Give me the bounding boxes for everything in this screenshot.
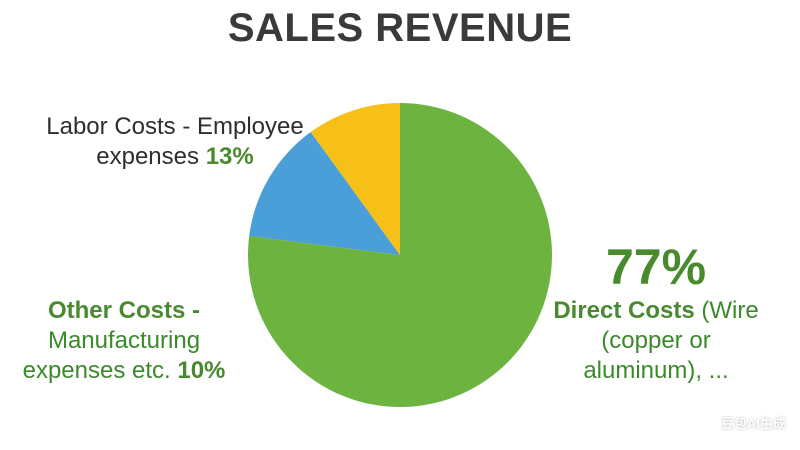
watermark: 豆包AI生成 [720,416,786,431]
label-direct-line2: (copper or [601,327,711,354]
label-direct-line1-bold: Direct Costs [553,297,695,324]
pie-slice-labor-costs [249,132,400,255]
label-labor-costs: Labor Costs - Employee expenses 13% [30,112,320,172]
label-labor-line1: Labor Costs - Employee [46,113,304,140]
pie-slice-other-costs [310,103,400,255]
label-labor-line2: expenses [96,143,200,170]
label-other-costs: Other Costs - Manufacturing expenses etc… [10,296,238,386]
label-other-line1: Other Costs - [47,297,200,324]
label-direct-line3: aluminum), ... [583,357,729,384]
label-other-pct: 10% [177,357,226,384]
label-other-line3: expenses etc. [22,357,171,384]
label-direct-line1-rest: (Wire [694,297,759,324]
chart-title: SALES REVENUE [227,6,573,50]
pie-slice-direct-costs [248,103,553,407]
label-direct-pct: 77% [605,239,707,295]
label-labor-pct: 13% [205,143,254,170]
label-direct-costs: Direct Costs (Wire (copper or aluminum),… [536,296,776,386]
label-other-line2: Manufacturing [47,327,201,354]
